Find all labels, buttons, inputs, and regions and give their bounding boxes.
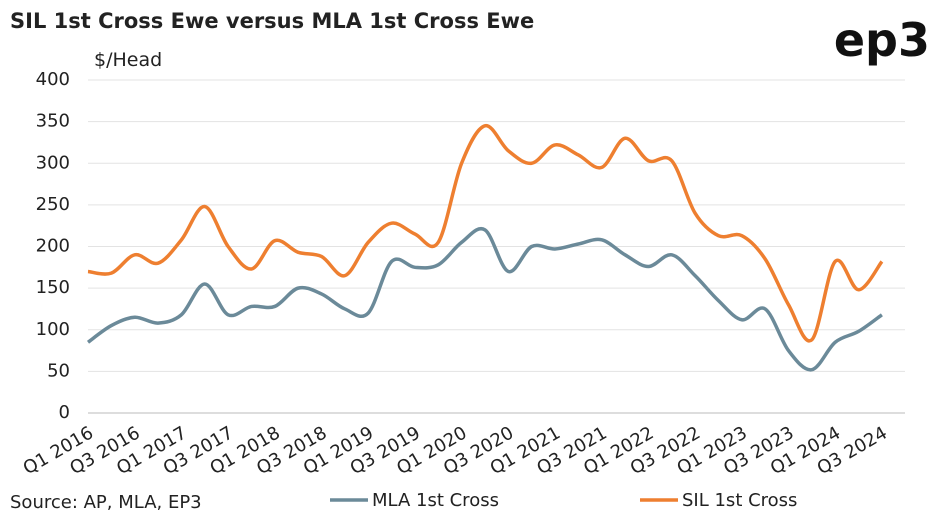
legend-label: MLA 1st Cross <box>372 490 499 511</box>
y-tick-label: 250 <box>36 194 70 215</box>
legend-label: SIL 1st Cross <box>682 490 797 511</box>
y-tick-label: 100 <box>36 319 70 340</box>
y-tick-label: 300 <box>36 152 70 173</box>
y-tick-label: 400 <box>36 69 70 90</box>
chart-title: SIL 1st Cross Ewe versus MLA 1st Cross E… <box>10 9 534 33</box>
y-tick-label: 200 <box>36 236 70 257</box>
y-tick-label: 350 <box>36 111 70 132</box>
brand-logo: ep3 <box>834 13 930 67</box>
source-note: Source: AP, MLA, EP3 <box>10 492 202 513</box>
y-axis-label: $/Head <box>94 49 162 71</box>
line-series <box>86 227 883 372</box>
y-tick-label: 0 <box>59 402 70 423</box>
y-tick-label: 150 <box>36 277 70 298</box>
line-series <box>87 124 884 343</box>
y-tick-label: 50 <box>47 360 70 381</box>
